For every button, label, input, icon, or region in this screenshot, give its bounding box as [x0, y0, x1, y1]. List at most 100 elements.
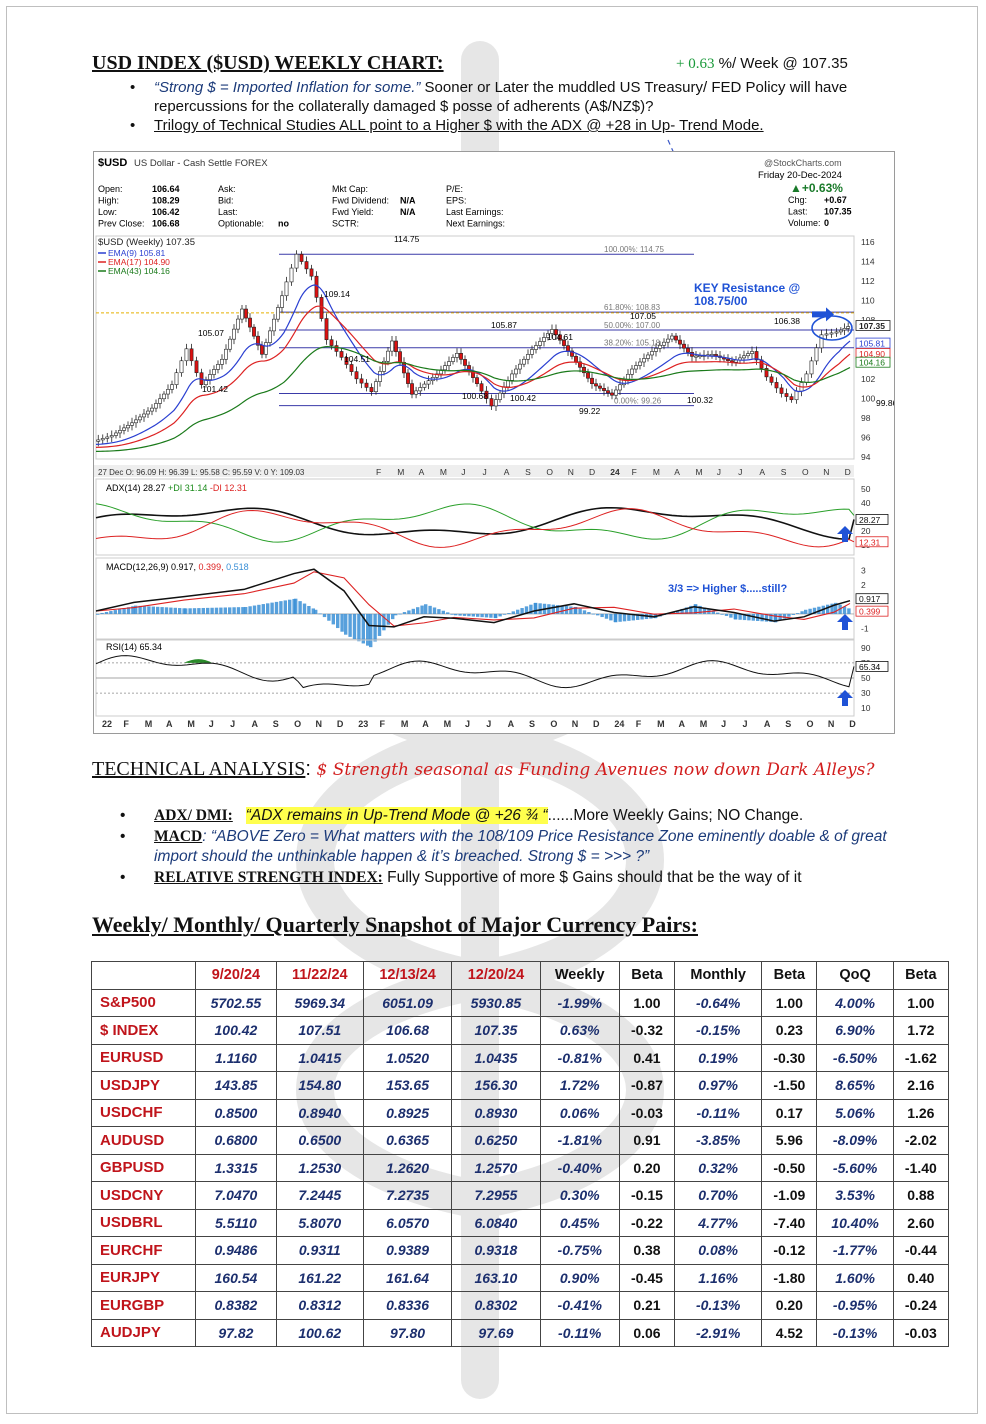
table-cell: 5.8070: [275, 1208, 364, 1237]
table-cell: 100.62: [275, 1318, 364, 1347]
macd-hist-bar: [206, 607, 210, 614]
macd-hist-bar: [516, 609, 520, 614]
candle-body: [289, 267, 294, 283]
candle-body: [447, 361, 451, 366]
candle-body: [146, 410, 150, 415]
candle-body: [522, 358, 526, 365]
macd-hist-bar: [241, 607, 245, 614]
candle-body: [130, 422, 134, 426]
table-cell: 0.8302: [451, 1291, 541, 1320]
table-cell: 1.2530: [275, 1153, 364, 1182]
chart-symbol: $USD: [98, 157, 127, 169]
candle-body: [538, 341, 542, 346]
candle-body: [479, 383, 484, 392]
table-cell: 0.91: [618, 1126, 676, 1155]
candle-body: [498, 392, 502, 400]
candle-body: [390, 340, 394, 352]
table-cell: -1.40: [892, 1153, 950, 1182]
table-cell: 1.2620: [362, 1153, 453, 1182]
candle-body: [204, 379, 208, 385]
price-label: 100.32: [687, 395, 713, 405]
technical-bullets: ADX/ DMI: “ADX remains in Up-Trend Mode …: [120, 806, 920, 888]
table-cell: 0.63%: [539, 1016, 620, 1045]
macd-hist-bar: [671, 611, 675, 614]
table-cell: -8.09%: [816, 1126, 894, 1155]
month-label: A: [674, 467, 680, 477]
price-tick: 116: [861, 237, 875, 247]
candle-body: [526, 354, 530, 360]
macd-hist-bar: [498, 613, 502, 617]
candle-body: [354, 371, 359, 380]
macd-hist-bar: [357, 613, 361, 642]
candle-body: [174, 372, 179, 385]
candle-body: [426, 380, 431, 385]
bullet-trilogy-text: Trilogy of Technical Studies ALL point t…: [154, 117, 764, 134]
macd-hist-bar: [192, 608, 197, 614]
macd-hist-bar: [279, 601, 283, 614]
candle-body: [443, 365, 447, 371]
adx-up-arrow-icon: [837, 526, 853, 542]
candle-body: [754, 351, 759, 361]
macd-hist-bar: [587, 612, 591, 614]
macd-hist-bar: [134, 605, 138, 614]
candle-body: [804, 373, 809, 383]
macd-legend: MACD(12,26,9) 0.917, 0.399, 0.518: [106, 562, 249, 572]
candle-body: [489, 398, 494, 407]
macd-hist-bar: [274, 601, 279, 614]
table-cell: 1.00: [618, 988, 676, 1017]
candle-body: [284, 281, 289, 297]
table-cell: 0.8500: [195, 1098, 277, 1127]
macd-hist-bar: [142, 606, 147, 614]
candle-body: [530, 349, 534, 355]
month-label: 24: [610, 467, 620, 477]
table-cell: -0.95%: [816, 1291, 894, 1320]
column-header: QoQ: [816, 961, 894, 990]
macd-hist-bar: [480, 613, 484, 618]
fib-label: 0.00%: 99.26: [614, 397, 662, 406]
candle-body: [105, 436, 110, 439]
candle-body: [662, 341, 666, 346]
candle-body: [574, 356, 578, 363]
macd-hist-bar: [796, 613, 800, 614]
macd-hist-bar: [596, 613, 600, 616]
candle-body: [208, 374, 212, 380]
stat-key: Last:: [788, 207, 808, 217]
table-cell: 0.19%: [674, 1043, 763, 1072]
macd-hist-bar: [437, 609, 441, 614]
macd-hist-bar: [791, 613, 795, 615]
pair-name: AUDJPY: [90, 1318, 197, 1347]
macd-hist-bar: [257, 604, 261, 614]
table-cell: 0.8940: [275, 1098, 364, 1127]
macd-hist-bar: [812, 607, 817, 614]
table-cell: 0.70%: [674, 1181, 763, 1210]
ta-colon: :: [305, 758, 317, 780]
candle-body: [410, 383, 414, 395]
price-tag-bg: [855, 320, 891, 331]
table-cell: 1.00: [761, 988, 818, 1017]
macd-hist-bar: [462, 613, 467, 616]
table-cell: -0.45: [618, 1263, 676, 1292]
table-cell: 5702.55: [195, 988, 277, 1017]
month-label-bottom: A: [251, 719, 258, 729]
table-cell: -0.11%: [539, 1318, 620, 1347]
chart-pct-change: ▲+0.63%: [790, 181, 843, 195]
table-cell: 1.1160: [195, 1043, 277, 1072]
macd-hist-bar: [627, 613, 631, 621]
month-label: M: [440, 467, 447, 477]
table-cell: -0.11%: [674, 1098, 763, 1127]
chart-canvas: $USD US Dollar - Cash Settle FOREX @Stoc…: [94, 157, 894, 729]
month-label-bottom: M: [657, 719, 665, 729]
candle-body: [179, 360, 184, 374]
candle-body: [769, 376, 774, 383]
macd-hist-bar: [298, 601, 302, 614]
candle-body: [546, 333, 550, 338]
candle-body: [324, 318, 329, 341]
macd-tag: 0.399: [859, 607, 881, 617]
table-cell: -1.77%: [816, 1236, 894, 1265]
stat-value: 0: [824, 218, 829, 228]
macd-hist-bar: [826, 604, 830, 614]
candle-body: [220, 358, 224, 365]
table-cell: 97.82: [195, 1318, 277, 1347]
stat-value: N/A: [400, 207, 416, 217]
macd-hist-bar: [314, 609, 318, 614]
